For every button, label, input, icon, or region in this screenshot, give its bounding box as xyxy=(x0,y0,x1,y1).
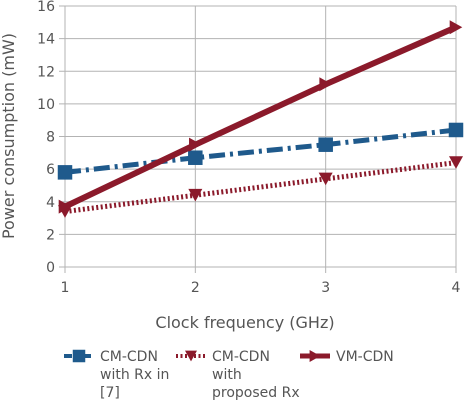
data-point-2 xyxy=(188,188,203,202)
y-tick-label: 16 xyxy=(37,0,55,15)
legend-marker xyxy=(185,350,197,362)
x-axis-title: Clock frequency (GHz) xyxy=(155,313,334,332)
data-point-3 xyxy=(189,137,202,152)
y-tick-label: 8 xyxy=(46,130,55,146)
legend-label: CM-CDN xyxy=(100,349,158,365)
data-point-3 xyxy=(449,20,463,35)
legend-label: VM-CDN xyxy=(336,349,394,365)
legend-label: with Rx in xyxy=(100,367,169,383)
y-tick-label: 6 xyxy=(46,162,55,178)
x-tick-label: 2 xyxy=(191,280,200,296)
data-point-1 xyxy=(448,122,464,138)
legend: CM-CDN with Rx in [7] CM-CDN with proposed Rx… xyxy=(64,349,394,401)
legend-label: with xyxy=(212,367,242,383)
data-point-1 xyxy=(318,137,333,152)
data-point-3 xyxy=(319,77,332,92)
y-tick-label: 12 xyxy=(37,64,55,80)
data-point-2 xyxy=(318,172,333,186)
axes-layer xyxy=(59,5,457,273)
data-point-3 xyxy=(58,199,72,214)
x-tick-label: 4 xyxy=(452,280,461,296)
series-layer xyxy=(57,20,464,218)
series-line-1 xyxy=(64,127,457,175)
x-tick-label: 1 xyxy=(61,280,70,296)
x-tick-label: 3 xyxy=(321,280,330,296)
legend-marker xyxy=(309,350,321,362)
y-tick-label: 10 xyxy=(37,97,55,113)
data-point-1 xyxy=(57,165,73,180)
y-tick-label: 14 xyxy=(37,32,55,48)
legend-label: [7] xyxy=(100,385,120,401)
y-tick-label: 2 xyxy=(46,227,55,243)
y-tick-label: 0 xyxy=(46,260,55,276)
series-line-2 xyxy=(64,160,457,215)
legend-label: CM-CDN xyxy=(212,349,270,365)
series-line-3 xyxy=(63,24,458,210)
y-tick-label: 4 xyxy=(46,195,55,211)
data-point-1 xyxy=(188,150,203,165)
y-axis-title: Power consumption (mW) xyxy=(0,33,18,239)
legend-marker xyxy=(72,349,86,363)
data-point-2 xyxy=(449,156,463,169)
legend-label: proposed Rx xyxy=(212,385,300,401)
